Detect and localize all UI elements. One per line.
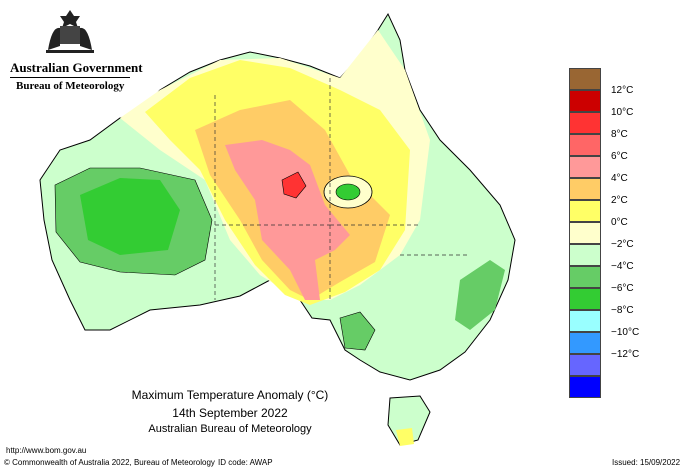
- hot-pink-zone: [225, 140, 350, 300]
- legend-label: 2°C: [611, 195, 628, 206]
- legend-swatch: [569, 156, 601, 178]
- legend-label: −12°C: [611, 349, 640, 360]
- legend-swatch: [569, 354, 601, 376]
- east-green-zone: [455, 260, 505, 330]
- legend-swatch: [569, 134, 601, 156]
- legend-label: 10°C: [611, 107, 634, 118]
- footer-issued: Issued: 15/09/2022: [612, 458, 680, 467]
- government-title: Australian Government: [10, 60, 143, 75]
- tasmania-warm-patch: [396, 428, 414, 446]
- hot-red-spot: [281, 171, 307, 199]
- state-borders: [214, 78, 470, 300]
- legend-swatch: [569, 112, 601, 134]
- legend-label: 4°C: [611, 173, 628, 184]
- bureau-title: Bureau of Meteorology: [16, 80, 125, 92]
- legend-swatch: [569, 376, 601, 398]
- legend-label: 0°C: [611, 217, 628, 228]
- map-source: Australian Bureau of Meteorology: [148, 423, 312, 435]
- legend-swatch: [569, 68, 601, 90]
- header-divider: [10, 77, 130, 78]
- legend-swatch: [569, 178, 601, 200]
- footer-copyright: © Commonwealth of Australia 2022, Bureau…: [4, 458, 215, 467]
- central-cool-core: [335, 183, 361, 201]
- legend-label: 6°C: [611, 151, 628, 162]
- legend-swatch: [569, 244, 601, 266]
- west-coldest-zone: [80, 178, 180, 255]
- legend-label: −10°C: [611, 327, 640, 338]
- legend-label: −6°C: [611, 283, 634, 294]
- southwest-cool-patch: [339, 311, 376, 351]
- legend-label: −4°C: [611, 261, 634, 272]
- map-date: 14th September 2022: [172, 406, 288, 420]
- legend-swatch: [569, 288, 601, 310]
- legend-swatch: [569, 310, 601, 332]
- legend-swatch: [569, 90, 601, 112]
- legend-label: −2°C: [611, 239, 634, 250]
- legend-swatch: [569, 222, 601, 244]
- legend-label: 8°C: [611, 129, 628, 140]
- legend-label: −8°C: [611, 305, 634, 316]
- map-title: Maximum Temperature Anomaly (°C): [131, 388, 329, 402]
- legend-label: 12°C: [611, 85, 634, 96]
- coat-of-arms-icon: [46, 10, 94, 53]
- legend-swatch: [569, 332, 601, 354]
- footer-url: http://www.bom.gov.au: [6, 446, 87, 455]
- footer-id-code: ID code: AWAP: [218, 458, 273, 467]
- legend-swatch: [569, 200, 601, 222]
- legend-swatch: [569, 266, 601, 288]
